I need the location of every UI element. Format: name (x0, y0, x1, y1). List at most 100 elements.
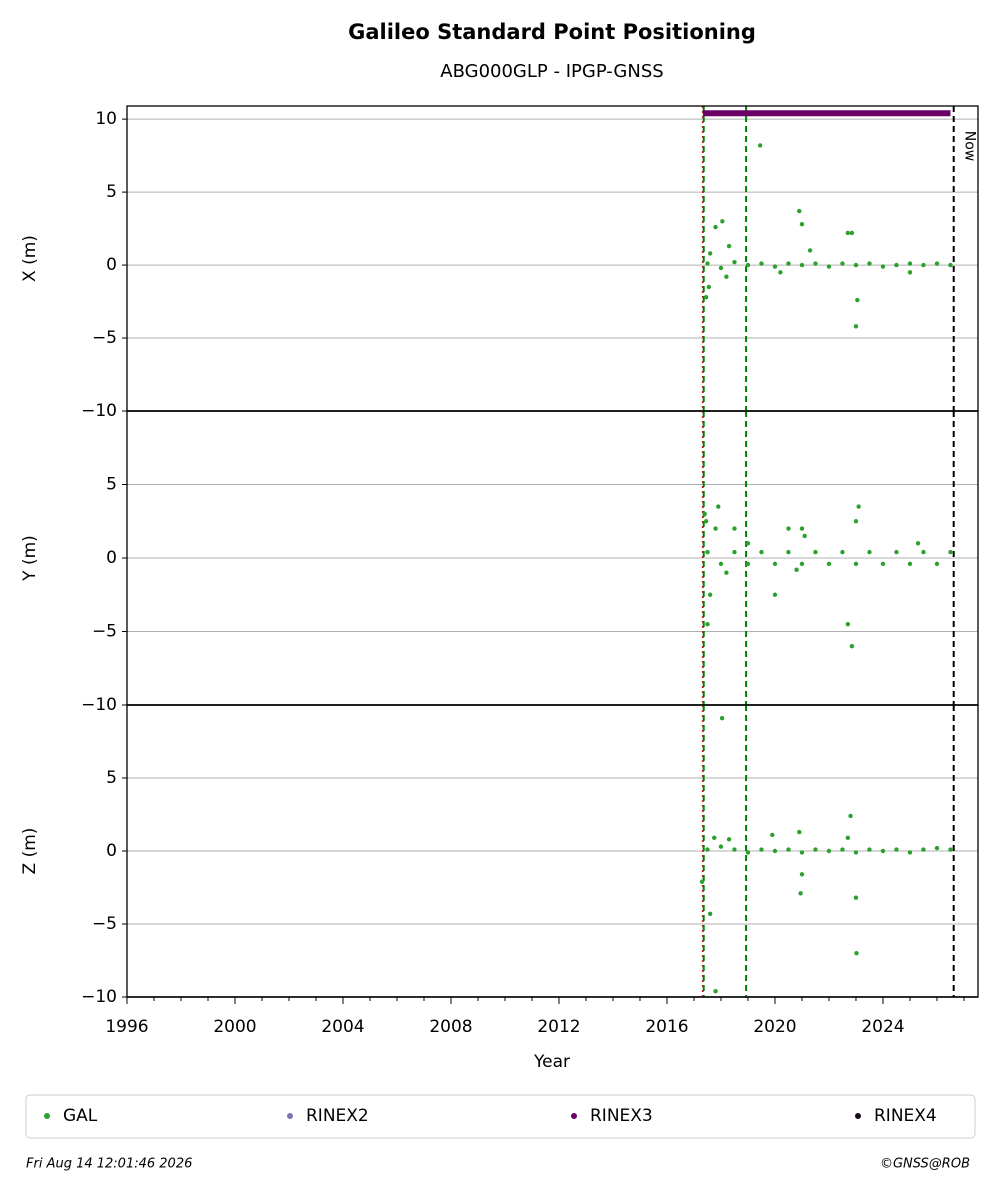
x-tick-label: 2008 (429, 1017, 472, 1037)
data-point (712, 835, 717, 841)
data-point (702, 511, 707, 517)
y-axis-label: Z (m) (20, 828, 40, 875)
chart-title: Galileo Standard Point Positioning (348, 20, 756, 44)
legend-label: RINEX2 (306, 1106, 369, 1126)
data-point (786, 261, 791, 266)
data-point (724, 274, 729, 279)
data-point (705, 261, 710, 266)
data-point (854, 951, 859, 956)
data-point (855, 297, 860, 303)
data-point (907, 270, 913, 275)
data-point (880, 264, 886, 269)
y-tick-label: −5 (92, 622, 117, 642)
data-point (853, 262, 859, 268)
legend-label: RINEX4 (874, 1106, 937, 1126)
data-point (732, 259, 737, 265)
data-point (894, 847, 899, 852)
data-point (786, 847, 791, 852)
legend-marker (855, 1113, 861, 1119)
data-point (713, 224, 718, 230)
data-point (845, 621, 851, 627)
data-point (948, 262, 953, 268)
data-point (745, 262, 751, 268)
data-point (705, 847, 710, 852)
chart-subtitle: ABG000GLP - IPGP-GNSS (440, 61, 663, 82)
y-axis-label: X (m) (20, 235, 40, 282)
data-point (718, 561, 724, 567)
y-tick-label: −10 (81, 401, 117, 421)
legend-label: RINEX3 (590, 1106, 653, 1126)
data-point (849, 230, 855, 236)
data-point (826, 848, 832, 854)
data-point (713, 988, 718, 994)
y-tick-label: 10 (95, 109, 117, 129)
data-point (770, 832, 775, 838)
y-tick-label: −5 (92, 914, 117, 934)
data-point (703, 294, 709, 300)
y-tick-label: 5 (106, 475, 117, 495)
data-point (799, 222, 805, 227)
x-tick-label: 2012 (537, 1017, 580, 1037)
legend-marker (571, 1113, 577, 1119)
data-point (880, 561, 886, 567)
data-point (706, 284, 712, 290)
data-point (786, 549, 791, 555)
data-point (703, 519, 709, 524)
data-point (853, 561, 859, 567)
data-point (915, 541, 921, 546)
legend-marker (287, 1113, 293, 1119)
data-point (745, 541, 751, 546)
data-point (759, 261, 764, 266)
data-point (786, 526, 791, 531)
data-point (813, 549, 818, 555)
data-point (705, 621, 710, 627)
data-point (934, 561, 940, 567)
data-point (798, 891, 803, 896)
y-tick-label: 5 (106, 182, 117, 202)
y-tick-label: 5 (106, 768, 117, 788)
data-point (856, 504, 861, 509)
data-point (745, 850, 751, 855)
credit: ©GNSS@ROB (880, 1157, 970, 1172)
data-point (705, 549, 710, 555)
x-tick-label: 2020 (753, 1017, 796, 1037)
data-point (757, 143, 763, 148)
x-tick-label: 2000 (213, 1017, 256, 1037)
x-tick-label: 2024 (861, 1017, 904, 1037)
data-point (759, 847, 764, 852)
data-point (724, 570, 729, 575)
data-point (718, 844, 724, 849)
now-label: Now (962, 131, 978, 162)
legend-marker (44, 1113, 50, 1119)
data-point (934, 845, 940, 851)
data-point (745, 561, 751, 567)
data-point (707, 911, 713, 916)
data-point (716, 504, 721, 509)
y-tick-label: 0 (106, 841, 117, 861)
data-point (713, 526, 718, 531)
data-point (813, 261, 818, 266)
data-point (853, 324, 859, 329)
plot-frame (126, 704, 979, 998)
data-point (797, 208, 802, 214)
data-point (934, 261, 940, 266)
data-point (797, 829, 802, 835)
data-point (845, 835, 851, 841)
plot-frame (126, 105, 979, 412)
data-point (732, 847, 737, 852)
data-point (799, 850, 805, 855)
data-point (719, 715, 725, 721)
data-point (794, 567, 799, 572)
data-point (813, 847, 818, 852)
data-point (732, 526, 737, 531)
data-point (778, 270, 783, 275)
data-point (772, 264, 778, 269)
data-point (720, 219, 725, 224)
data-point (948, 549, 953, 555)
x-tick-label: 2004 (321, 1017, 364, 1037)
data-point (840, 847, 845, 852)
data-point (853, 850, 859, 855)
data-point (867, 847, 872, 852)
data-point (907, 850, 913, 855)
